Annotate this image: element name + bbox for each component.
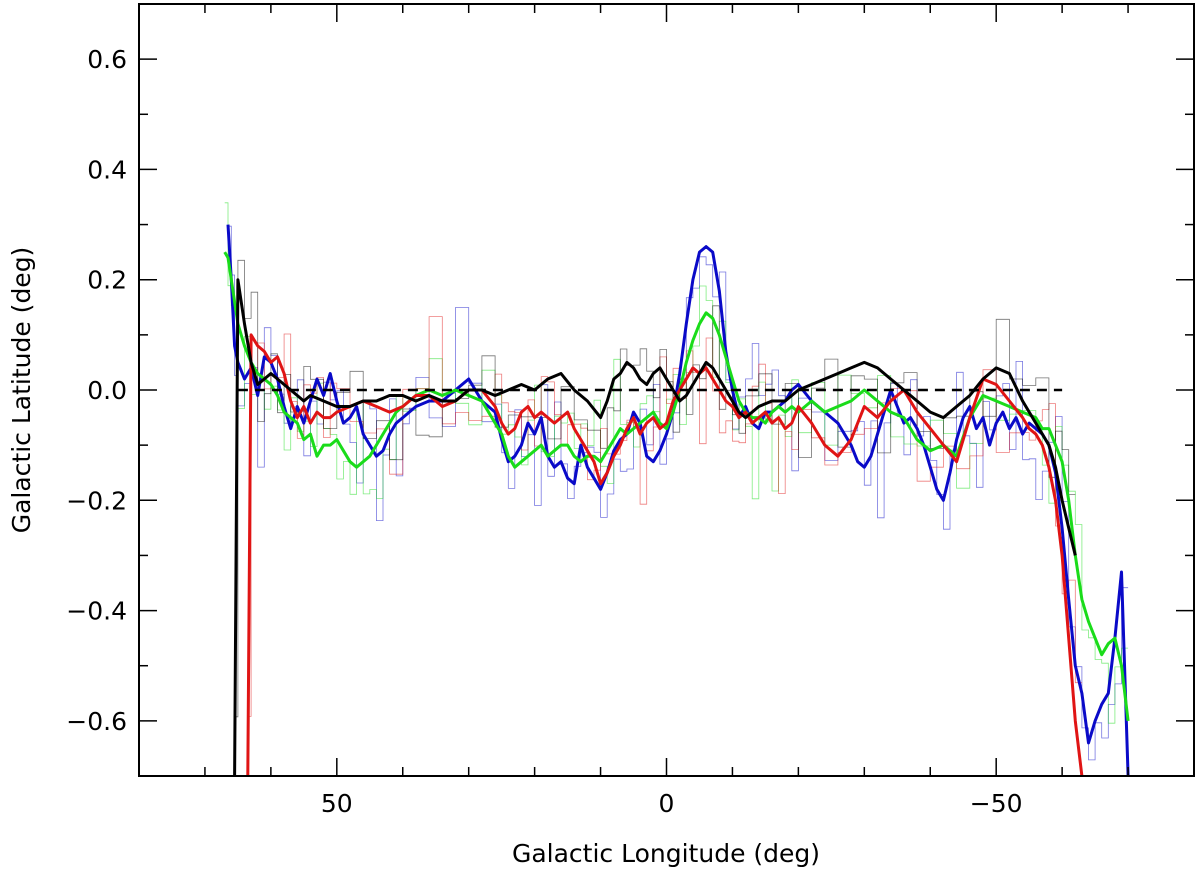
series-1-line — [223, 251, 1130, 722]
series-0-line — [226, 224, 1130, 776]
y-tick-label: 0.0 — [87, 376, 127, 405]
x-tick-label: 0 — [659, 789, 675, 818]
y-tick-label: 0.4 — [87, 155, 127, 184]
x-axis-title: Galactic Longitude (deg) — [512, 839, 820, 868]
series-layer — [223, 202, 1130, 776]
tick-layer — [139, 3, 1194, 777]
x-tick-label: −50 — [970, 789, 1023, 818]
tick-label-layer: 50 0 −50 0.6 0.4 0.2 0.0 −0.2 −0.4 −0.6 — [66, 45, 1022, 818]
series-3-histogram — [234, 259, 1076, 718]
series-2-line — [246, 333, 1084, 776]
y-tick-label: −0.6 — [66, 707, 127, 736]
y-axis-title: Galactic Latitude (deg) — [7, 247, 36, 534]
series-3-line — [233, 278, 1077, 776]
series-1-histogram — [224, 202, 1129, 724]
y-tick-label: −0.4 — [66, 597, 127, 626]
y-tick-label: 0.6 — [87, 45, 127, 74]
x-tick-label: 50 — [321, 789, 353, 818]
y-tick-label: 0.2 — [87, 266, 127, 295]
y-tick-label: −0.2 — [66, 486, 127, 515]
series-2-histogram — [247, 316, 1082, 717]
